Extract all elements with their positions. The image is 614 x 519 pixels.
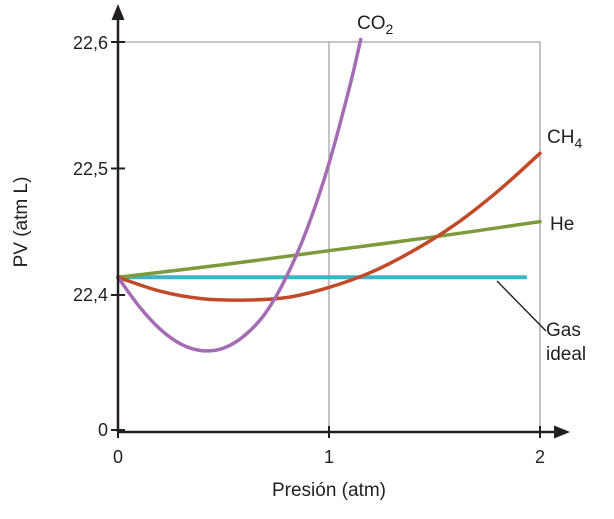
series-co2-curve <box>116 37 363 353</box>
x-tick-1: 1 <box>323 447 334 467</box>
y-tick-22-4: 22,4 <box>72 285 108 305</box>
ideal-gas-label-line1: Gas <box>546 320 581 341</box>
y-tick-22-6: 22,6 <box>72 33 108 53</box>
y-axis-arrowhead <box>111 4 125 20</box>
co2-label-text: CO <box>357 13 386 34</box>
series-he-curve <box>116 219 542 280</box>
x-axis-label: Presión (atm) <box>271 480 387 501</box>
x-tick-2: 2 <box>534 447 545 467</box>
y-axis-label: PV (atm L) <box>11 176 32 268</box>
ch4-label-subscript: 4 <box>574 134 583 151</box>
ch4-series-label: CH4 <box>547 126 582 155</box>
ch4-label-text: CH <box>547 127 575 148</box>
x-axis-arrowhead <box>554 425 570 439</box>
he-series-label: He <box>550 214 575 235</box>
y-tick-22-5: 22,5 <box>72 159 108 179</box>
y-tick-0: 0 <box>97 420 108 440</box>
ideal-gas-leader-line <box>496 280 547 332</box>
co2-label-subscript: 2 <box>385 20 394 37</box>
x-tick-0: 0 <box>112 447 123 467</box>
series-ch4-curve <box>116 151 542 302</box>
ideal-gas-series-label: Gas ideal <box>546 319 586 367</box>
ideal-gas-label-line2: ideal <box>546 344 587 365</box>
co2-series-label: CO2 <box>357 12 393 41</box>
